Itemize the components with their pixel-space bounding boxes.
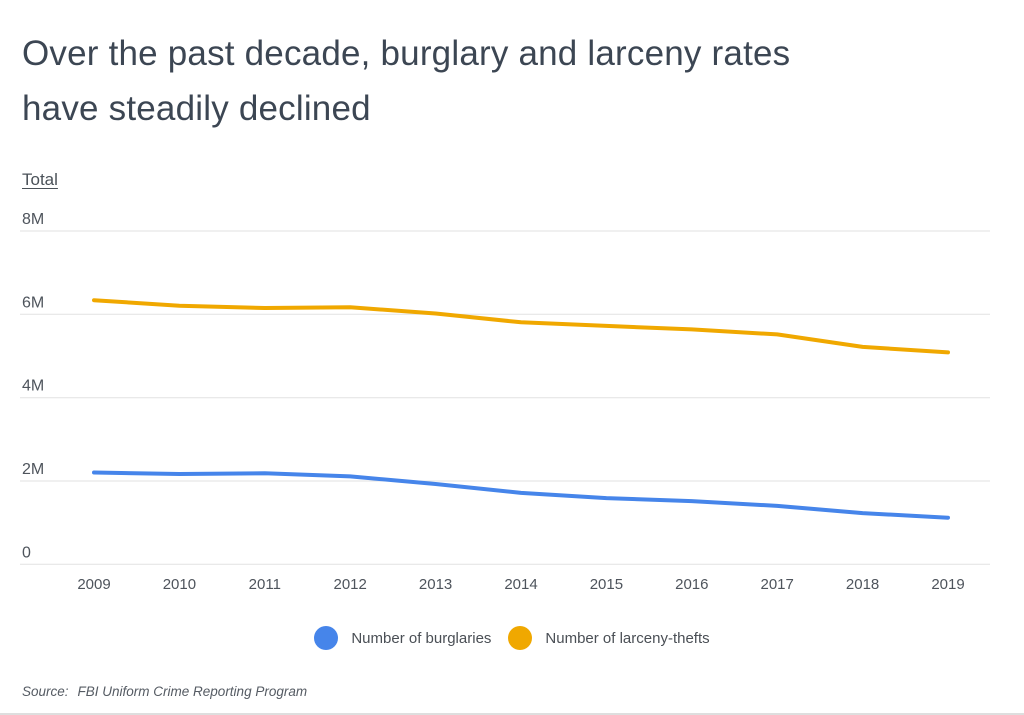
x-tick-label: 2012 (334, 576, 367, 593)
x-tick-label: 2009 (77, 576, 110, 593)
page-title-line2: have steadily declined (22, 89, 371, 128)
page-title: Over the past decade, burglary and larce… (22, 26, 790, 136)
total-tab[interactable]: Total (22, 170, 58, 189)
legend-label-burglaries: Number of burglaries (351, 629, 492, 647)
x-tick-label: 2018 (846, 576, 879, 593)
x-tick-label: 2010 (163, 576, 196, 593)
x-tick-label: 2014 (504, 576, 537, 593)
y-tick-label: 0 (22, 544, 31, 561)
x-tick-label: 2019 (931, 576, 964, 593)
x-tick-label: 2016 (675, 576, 708, 593)
line-chart: 0 2M 4M 6M 8M 2009 2010 2011 2012 2013 2014 2015 201… (20, 211, 990, 593)
y-tick-label: 6M (22, 294, 44, 311)
source-line: Source: FBI Uniform Crime Reporting Progr… (22, 684, 307, 699)
series-line-larceny-thefts (92, 298, 950, 355)
legend-item-larceny-thefts: Number of larceny-thefts (508, 626, 710, 650)
y-tick-label: 4M (22, 378, 44, 395)
legend-dot-burglaries-icon (314, 626, 339, 650)
legend-dot-larceny-thefts-icon (508, 626, 533, 650)
page-title-line1: Over the past decade, burglary and larce… (22, 34, 791, 73)
x-tick-label: 2013 (419, 576, 452, 593)
y-tick-label: 2M (22, 461, 44, 478)
x-tick-label: 2017 (761, 576, 794, 593)
chart-legend: Number of burglaries Number of larceny-t… (0, 626, 1024, 650)
x-tick-label: 2015 (590, 576, 623, 593)
x-tick-label: 2011 (249, 576, 281, 593)
y-tick-label: 8M (22, 211, 44, 228)
legend-item-burglaries: Number of burglaries (314, 626, 491, 650)
source-text: FBI Uniform Crime Reporting Program (77, 684, 308, 699)
source-label: Source: (22, 684, 69, 699)
series-line-burglaries (92, 470, 950, 520)
legend-label-larceny-thefts: Number of larceny-thefts (545, 629, 710, 647)
